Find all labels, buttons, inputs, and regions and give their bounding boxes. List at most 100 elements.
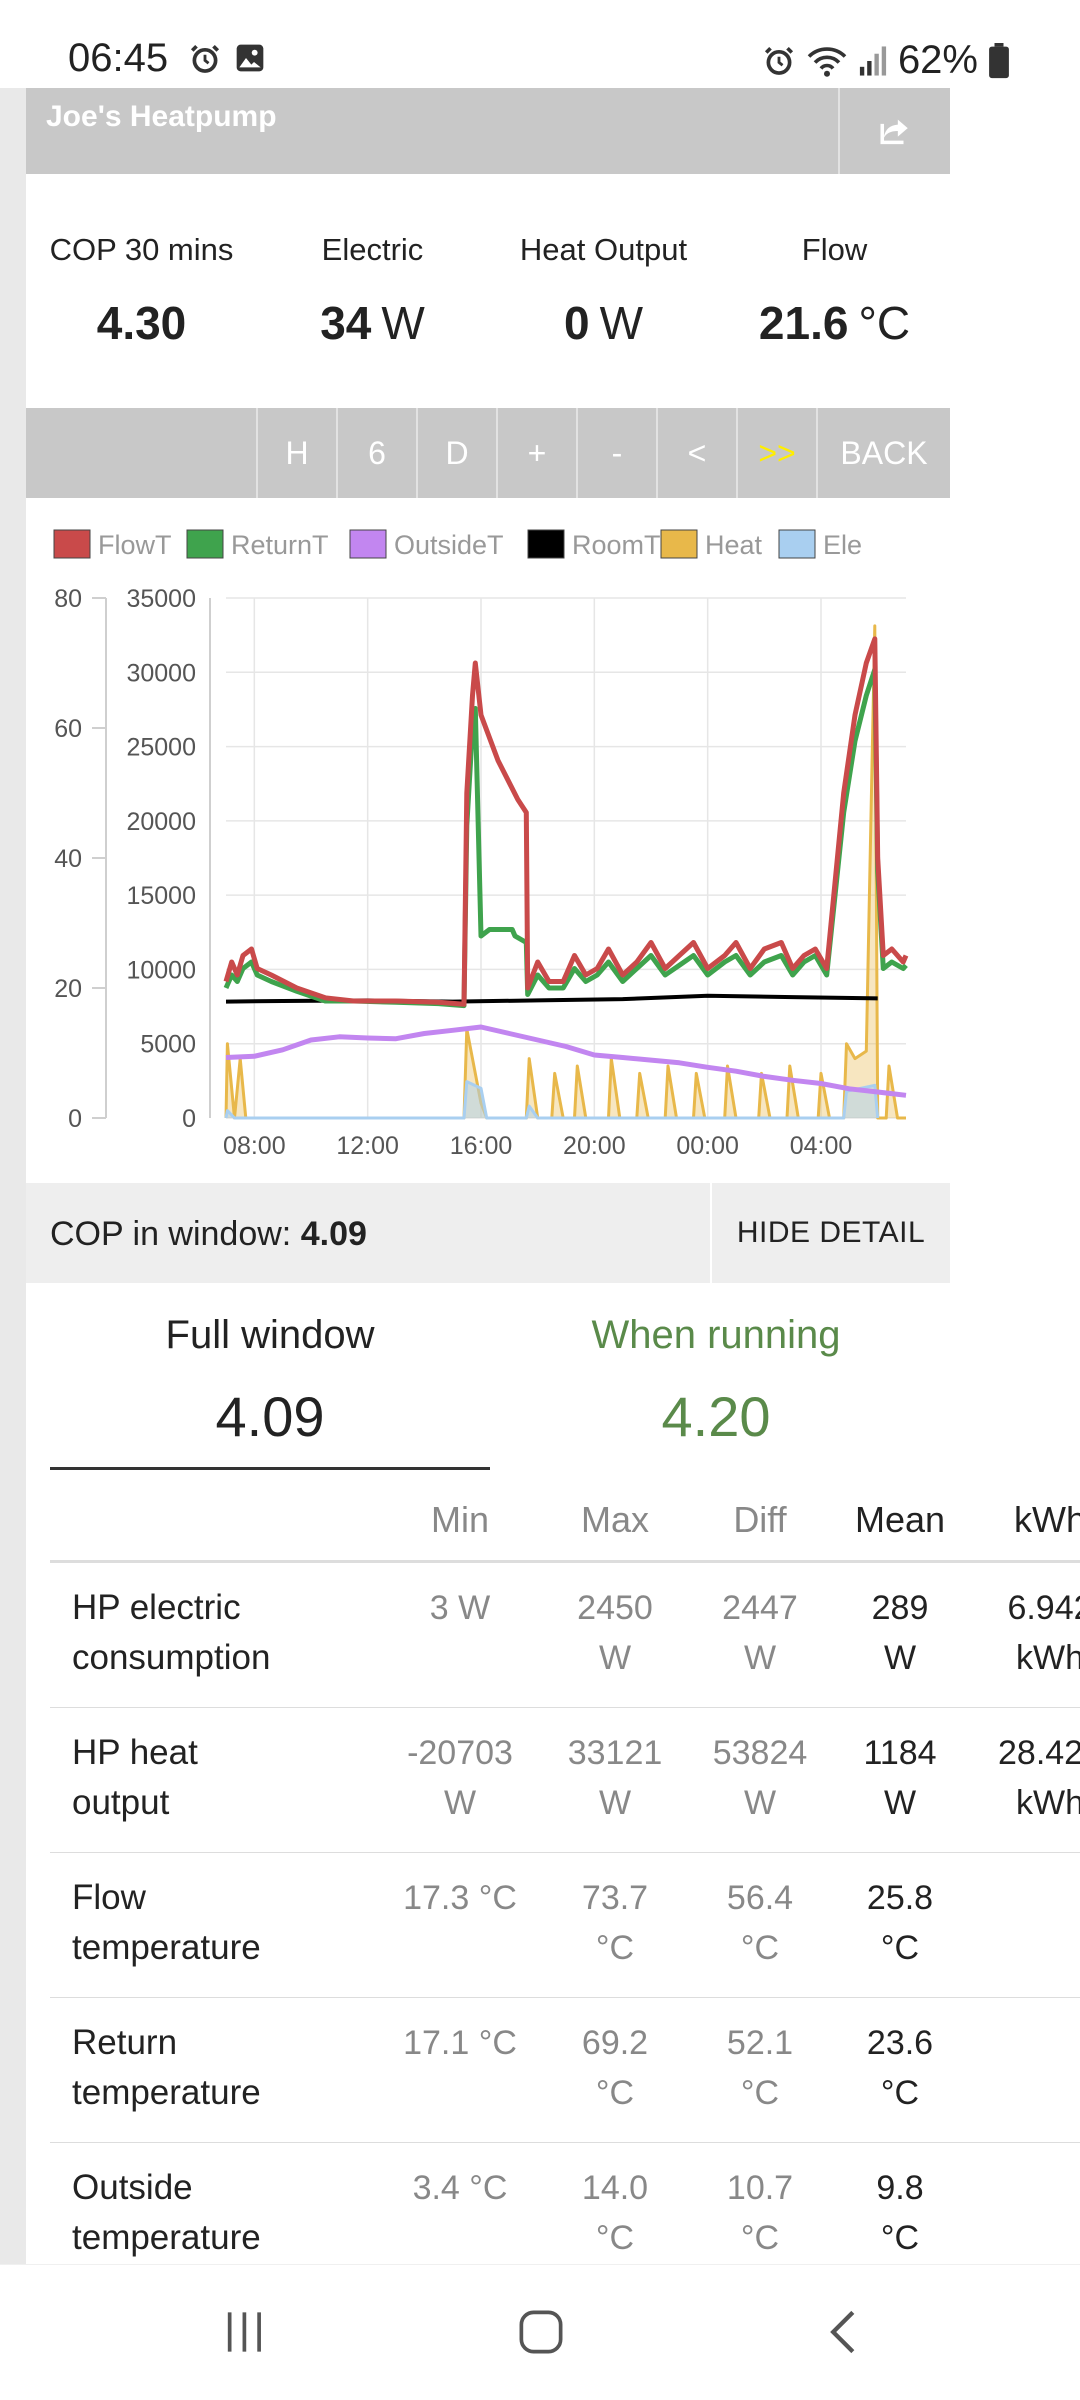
stat-value: 0 — [563, 297, 590, 349]
legend-swatch — [186, 529, 224, 559]
y-right-tick-label: 5000 — [140, 1031, 196, 1059]
header-max: Max — [580, 1499, 649, 1540]
stat-unit: °C — [858, 297, 911, 349]
row-name: Return temperature — [72, 2023, 261, 2112]
legend-label: OutsideT — [394, 530, 504, 560]
x-tick-label: 04:00 — [790, 1132, 853, 1160]
x-tick-label: 12:00 — [336, 1132, 399, 1160]
legend-swatch — [778, 529, 816, 559]
table-row: HP heat output -20703 W 33121 W 53824 W 1184… — [50, 1708, 1080, 1853]
pan-right-button[interactable]: >> — [736, 408, 816, 498]
series-line-flowt — [223, 636, 909, 1007]
hide-detail-button[interactable]: HIDE DETAIL — [710, 1183, 950, 1283]
stat-electric: Electric 34 W — [257, 232, 488, 350]
row-mean: 289 W — [871, 1589, 929, 1677]
row-max: 33121 W — [567, 1734, 663, 1822]
row-diff: 56.4 °C — [726, 1879, 794, 1967]
x-tick-label: 00:00 — [676, 1132, 739, 1160]
back-button[interactable]: BACK — [816, 408, 950, 498]
cop-window-row: COP in window: 4.09 HIDE DETAIL — [26, 1183, 950, 1283]
drawer-edge[interactable] — [0, 88, 26, 2264]
day-button[interactable]: D — [416, 408, 496, 498]
tab-title: When running — [591, 1313, 841, 1357]
tab-value: 4.09 — [215, 1385, 325, 1448]
tab-when-running[interactable]: When running 4.20 — [496, 1313, 936, 1449]
row-mean: 9.8 °C — [876, 2169, 924, 2257]
battery-percent: 62% — [897, 38, 978, 82]
row-diff: 52.1 °C — [726, 2024, 794, 2112]
right-gutter — [950, 88, 1080, 2264]
legend-label: Heat — [705, 530, 763, 560]
stat-cop: COP 30 mins 4.30 — [26, 232, 257, 350]
zoom-out-button[interactable]: - — [576, 408, 656, 498]
row-name: HP heat output — [72, 1733, 198, 1822]
alarm-clock-icon — [190, 44, 220, 73]
app-title: Joe's Heatpump — [46, 100, 277, 133]
row-kwh: 28.428kWh — [998, 1734, 1080, 1822]
legend-label: ReturnT — [231, 530, 329, 560]
zoom-in-button[interactable]: + — [496, 408, 576, 498]
legend-swatch — [527, 529, 565, 559]
table-header: Min Max Diff Mean kWh — [50, 1473, 1080, 1563]
row-name: Flow temperature — [72, 1878, 261, 1967]
row-min: 17.1 °C — [403, 2024, 517, 2062]
signal-icon — [859, 45, 887, 76]
y-right-tick-label: 25000 — [126, 734, 196, 762]
gallery-icon — [236, 44, 264, 72]
navigation-bar — [0, 2264, 1080, 2400]
table-row: HP electric consumption 3 W 2450 W 2447 W 2… — [50, 1563, 1080, 1708]
stat-unit: W — [599, 297, 643, 349]
legend-label: FlowT — [98, 530, 172, 560]
status-time: 06:45 — [68, 36, 169, 80]
row-diff: 53824 W — [712, 1734, 808, 1822]
row-max: 73.7 °C — [581, 1879, 649, 1967]
y-right-tick-label: 15000 — [126, 882, 196, 910]
six-hour-button[interactable]: 6 — [336, 408, 416, 498]
cop-window-label: COP in window: — [50, 1215, 292, 1253]
tab-title: Full window — [165, 1313, 375, 1357]
x-tick-label: 16:00 — [450, 1132, 513, 1160]
home-icon[interactable] — [516, 2305, 566, 2359]
hour-button[interactable]: H — [256, 408, 336, 498]
time-controls: H 6 D + - < >> BACK — [26, 408, 950, 498]
row-kwh: 6.942kWh — [1007, 1589, 1080, 1677]
battery-icon — [989, 42, 1009, 78]
stat-label: COP 30 mins — [49, 232, 234, 267]
row-diff: 2447 W — [722, 1589, 798, 1677]
tab-value: 4.20 — [661, 1385, 771, 1448]
recent-apps-icon[interactable] — [220, 2305, 270, 2359]
x-tick-label: 20:00 — [563, 1132, 626, 1160]
cop-window: COP in window: 4.09 — [50, 1215, 367, 1254]
y-right-tick-label: 0 — [182, 1105, 196, 1133]
y-left-tick-label: 40 — [54, 845, 82, 873]
row-max: 2450 W — [577, 1589, 653, 1677]
stat-label: Heat Output — [519, 232, 688, 267]
row-min: 17.3 °C — [403, 1879, 517, 1917]
header-min: Min — [430, 1499, 489, 1540]
y-right-tick-label: 30000 — [126, 659, 196, 687]
share-button[interactable] — [838, 88, 950, 174]
status-bar: 06:45 62% — [0, 0, 1080, 88]
stat-value: 34 — [320, 297, 372, 349]
chart-svg: 0 20 40 60 80 0 5000 10000 15000 20000 25000 30000 3… — [53, 508, 950, 1160]
legend-label: Ele — [823, 530, 862, 560]
stat-unit: W — [381, 297, 425, 349]
legend-fade — [930, 508, 950, 578]
stat-label: Flow — [801, 232, 868, 267]
heatpump-chart[interactable]: 0 20 40 60 80 0 5000 10000 15000 20000 25000 30000 3… — [26, 508, 950, 1183]
row-min: 3 W — [429, 1589, 491, 1627]
back-icon[interactable] — [818, 2305, 868, 2359]
row-mean: 25.8 °C — [866, 1879, 934, 1967]
table-row: Flow temperature 17.3 °C 73.7 °C 56.4 °C 25… — [50, 1853, 1080, 1998]
row-mean: 1184 W — [863, 1734, 937, 1822]
stat-value: 21.6 — [758, 297, 849, 349]
share-icon — [880, 119, 908, 145]
wifi-icon — [807, 46, 847, 77]
header-diff: Diff — [733, 1499, 787, 1540]
pan-left-button[interactable]: < — [656, 408, 736, 498]
row-max: 69.2 °C — [581, 2024, 649, 2112]
legend-swatch — [53, 529, 91, 559]
tab-underline — [50, 1467, 490, 1470]
tab-full-window[interactable]: Full window 4.09 — [50, 1313, 490, 1449]
